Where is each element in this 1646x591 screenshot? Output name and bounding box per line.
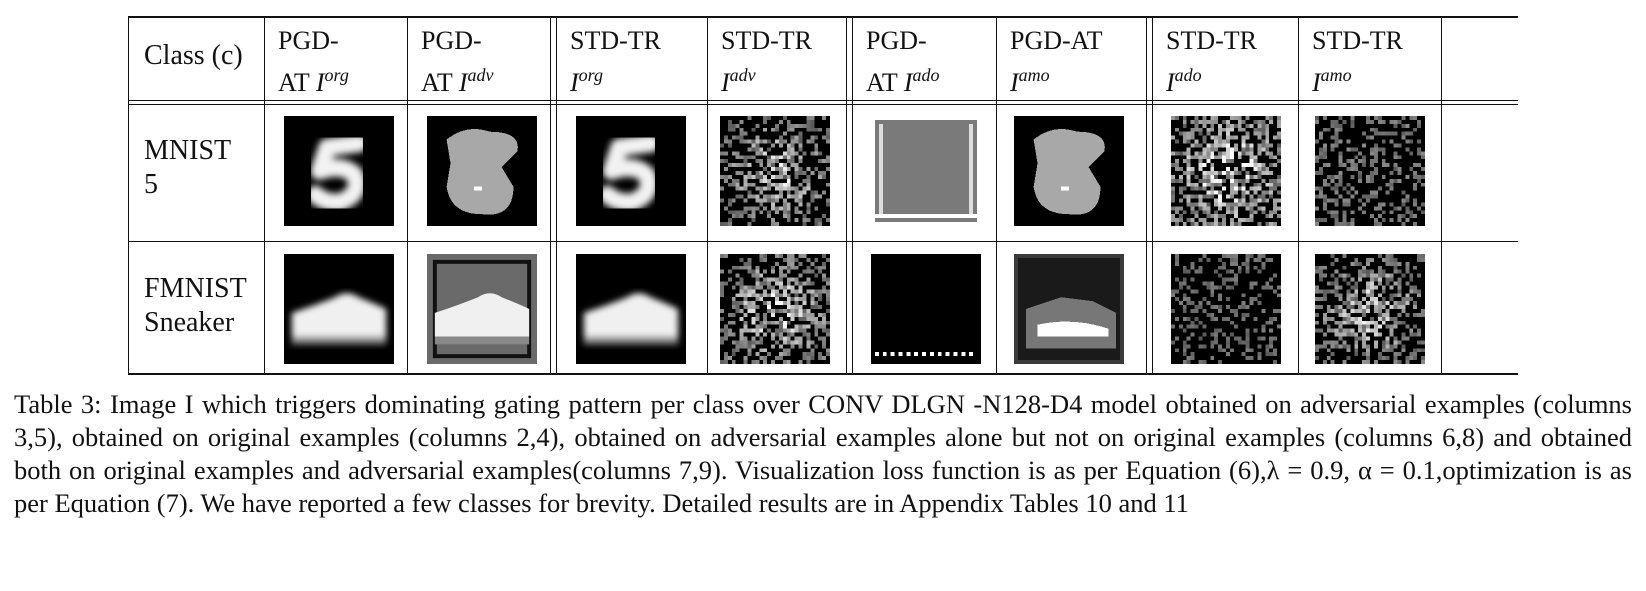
col-divider (407, 18, 408, 373)
column-header-5: STD-TR Iadv (721, 24, 812, 100)
image-symbol: I (458, 68, 468, 97)
column-header-line1: STD-TR (721, 26, 812, 55)
image-superscript: ado (1174, 65, 1202, 85)
table-border-right (1441, 18, 1442, 373)
mnist-5-image-org-col2 (284, 116, 394, 226)
table-border-left (128, 18, 129, 373)
row-label-line2: 5 (144, 169, 158, 200)
col-divider-double (1146, 18, 1147, 373)
mnist-5-image-org-col4 (576, 116, 686, 226)
col-divider (707, 18, 708, 373)
column-header-line1: STD-TR (1312, 26, 1403, 55)
bottom-rule (128, 373, 1518, 375)
image-symbol: I (721, 68, 730, 97)
mnist-5-image-adv-col5 (720, 116, 830, 226)
column-header-9: STD-TR Iamo (1312, 24, 1403, 100)
column-header-line1: STD-TR (570, 26, 661, 55)
caption-text: Image I which triggers dominating gating… (14, 389, 1632, 518)
col-divider-double (556, 18, 557, 373)
image-symbol: I (1312, 68, 1321, 97)
fmnist-sneaker-image-org-col2 (284, 254, 394, 364)
fmnist-sneaker-image-org-col4 (576, 254, 686, 364)
column-header-line2: Iamo (1010, 58, 1102, 100)
fmnist-sneaker-image-adv-col5 (720, 254, 830, 364)
image-superscript: org (324, 65, 349, 85)
class-column-header: Class (c) (144, 40, 243, 71)
col-divider-double (846, 18, 847, 373)
row-label: FMNIST Sneaker (144, 272, 247, 340)
mnist-5-image-ado-col8 (1171, 116, 1281, 226)
column-header-4: STD-TR Iorg (570, 24, 661, 100)
table-caption: Table 3: Image I which triggers dominati… (14, 388, 1632, 520)
image-symbol: I (903, 68, 913, 97)
col-divider (996, 18, 997, 373)
mnist-5-image-ado-col6 (871, 116, 981, 226)
column-header-line2: Iamo (1312, 58, 1403, 100)
row-label-line1: MNIST (144, 135, 232, 166)
image-superscript: amo (1320, 65, 1352, 85)
row-separator (128, 241, 1518, 242)
column-header-7: PGD-AT Iamo (1010, 24, 1102, 100)
fmnist-sneaker-image-amo-col7 (1014, 254, 1124, 364)
mnist-5-image-amo-col9 (1315, 116, 1425, 226)
column-header-2: PGD- AT Iorg (278, 24, 349, 100)
column-header-line2: AT Iado (866, 65, 940, 97)
column-header-line1: PGD-AT (1010, 26, 1103, 55)
image-superscript: amo (1018, 65, 1050, 85)
top-rule (128, 16, 1518, 18)
col-divider-double (852, 18, 853, 373)
image-symbol: I (1166, 68, 1175, 97)
row-label-line1: FMNIST (144, 273, 247, 304)
fmnist-sneaker-image-adv-col3 (427, 254, 537, 364)
fmnist-sneaker-image-ado-col6 (871, 254, 981, 364)
column-header-line1: PGD- (278, 26, 339, 55)
image-superscript: ado (912, 65, 940, 85)
row-label-line2: Sneaker (144, 307, 235, 338)
col-divider (264, 18, 265, 373)
mnist-5-image-amo-col7 (1014, 116, 1124, 226)
header-rule-2 (128, 104, 1518, 105)
column-header-line1: STD-TR (1166, 26, 1257, 55)
column-header-line2: AT Iorg (278, 65, 349, 97)
column-header-line2: Iado (1166, 58, 1257, 100)
header-rule (128, 100, 1518, 101)
mnist-5-image-adv-col3 (427, 116, 537, 226)
col-divider-double (1152, 18, 1153, 373)
column-header-line2: Iorg (570, 58, 661, 100)
fmnist-sneaker-image-amo-col9 (1315, 254, 1425, 364)
image-symbol: I (315, 68, 325, 97)
column-header-3: PGD- AT Iadv (421, 24, 493, 100)
col-divider-double (550, 18, 551, 373)
image-superscript: adv (729, 65, 756, 85)
column-header-line1: PGD- (866, 26, 927, 55)
caption-label: Table 3: (14, 389, 102, 419)
image-symbol: I (570, 68, 579, 97)
row-label: MNIST 5 (144, 134, 231, 202)
column-header-line1: PGD- (421, 26, 482, 55)
image-symbol: I (1010, 68, 1019, 97)
image-superscript: adv (467, 65, 494, 85)
column-header-6: PGD- AT Iado (866, 24, 939, 100)
fmnist-sneaker-image-ado-col8 (1171, 254, 1281, 364)
column-header-line2: Iadv (721, 58, 812, 100)
column-header-8: STD-TR Iado (1166, 24, 1257, 100)
image-superscript: org (578, 65, 604, 85)
col-divider (1298, 18, 1299, 373)
column-header-line2: AT Iadv (421, 65, 494, 97)
